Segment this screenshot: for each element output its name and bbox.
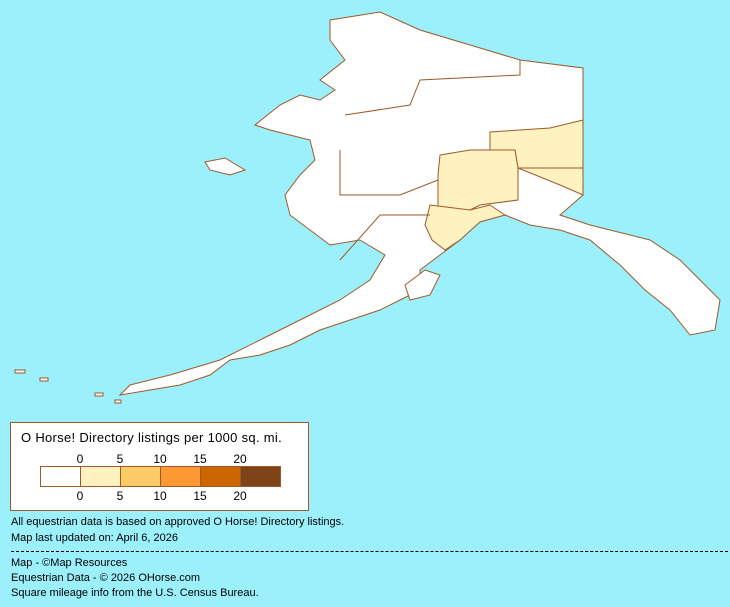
map-credit: Map - ©Map Resources <box>11 557 128 569</box>
legend-tick-top: 15 <box>193 452 207 466</box>
legend-color-scale <box>40 466 281 487</box>
island-st-lawrence <box>204 157 247 176</box>
legend: O Horse! Directory listings per 1000 sq.… <box>10 422 309 511</box>
legend-tick-bottom: 0 <box>76 489 84 503</box>
borough-boundaries <box>344 60 521 116</box>
divider <box>11 551 728 552</box>
island-kodiak <box>404 269 441 301</box>
legend-tick-top: 5 <box>116 452 124 466</box>
last-updated-note: Map last updated on: April 6, 2026 <box>11 532 178 544</box>
legend-tick-top: 20 <box>233 452 247 466</box>
borough-boundaries <box>339 150 439 196</box>
legend-swatch <box>81 467 121 486</box>
legend-tick-bottom: 20 <box>233 489 247 503</box>
legend-title: O Horse! Directory listings per 1000 sq.… <box>21 430 283 445</box>
legend-tick-top: 10 <box>153 452 167 466</box>
region-southcentral[interactable] <box>424 204 507 251</box>
legend-tick-bottom: 5 <box>116 489 124 503</box>
legend-tick-top: 0 <box>76 452 84 466</box>
legend-swatch <box>241 467 280 486</box>
alaska-map <box>14 11 721 404</box>
aleutian-islands <box>14 369 122 404</box>
data-credit: Equestrian Data - © 2026 OHorse.com <box>11 572 201 584</box>
legend-swatch <box>161 467 201 486</box>
legend-swatch <box>41 467 81 486</box>
alaska-mainland[interactable] <box>118 11 721 396</box>
census-credit: Square mileage info from the U.S. Census… <box>11 587 259 599</box>
legend-swatch <box>121 467 161 486</box>
data-source-note: All equestrian data is based on approved… <box>11 516 345 528</box>
legend-tick-bottom: 10 <box>153 489 167 503</box>
legend-swatch <box>201 467 241 486</box>
borough-boundaries <box>339 214 430 261</box>
region-interior-central[interactable] <box>437 149 519 211</box>
legend-tick-bottom: 15 <box>193 489 207 503</box>
